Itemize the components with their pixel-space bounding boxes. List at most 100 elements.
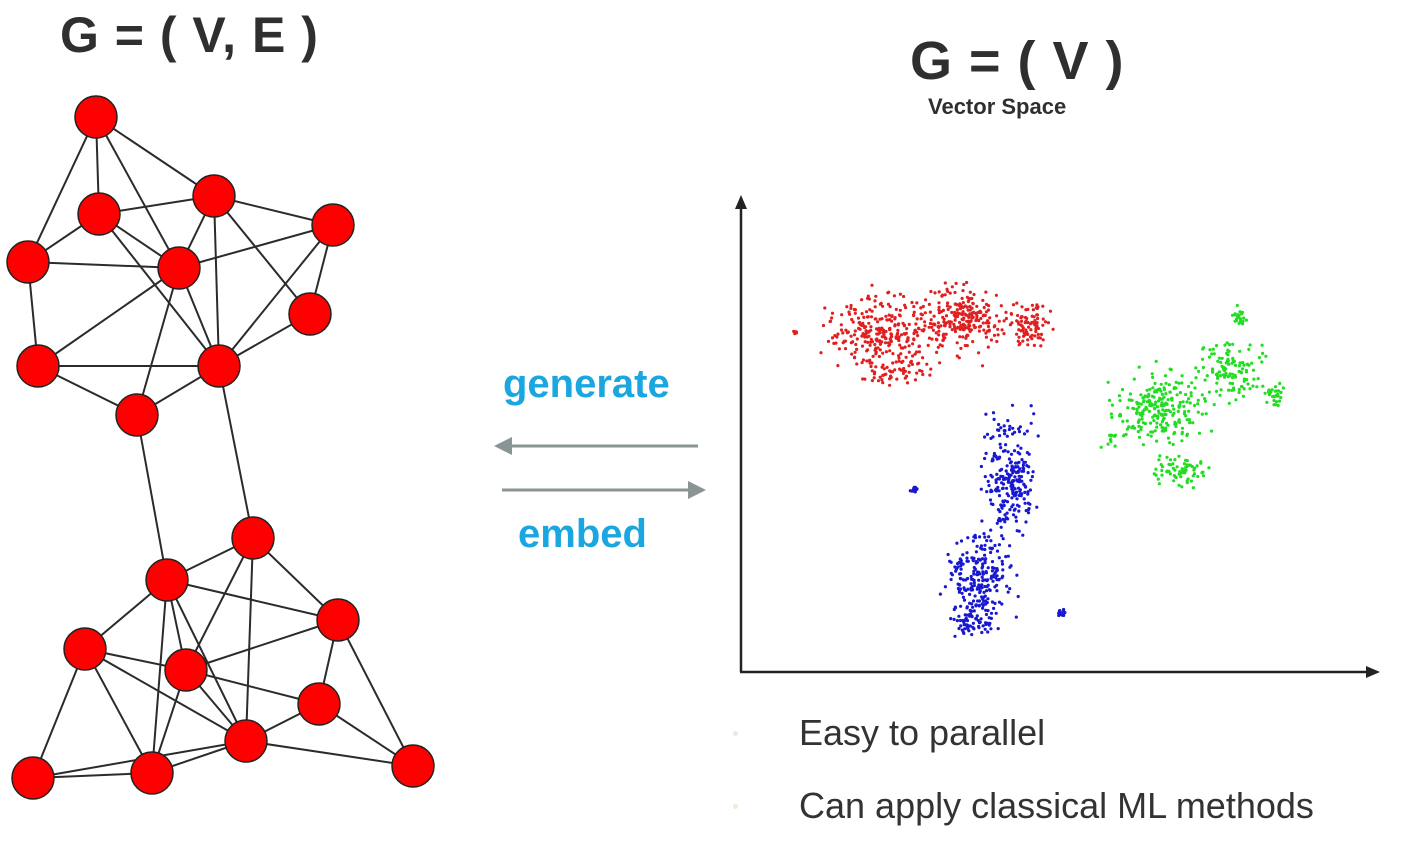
scatter-point [874, 317, 878, 321]
scatter-point [828, 319, 832, 324]
scatter-point [995, 521, 999, 525]
scatter-point [896, 323, 900, 327]
scatter-point [1036, 326, 1040, 331]
scatter-point [1160, 412, 1164, 416]
graph-edge [98, 213, 220, 367]
scatter-point [983, 627, 987, 631]
scatter-point [1158, 454, 1162, 458]
scatter-point [888, 326, 892, 330]
scatter-point [941, 315, 945, 319]
scatter-point [959, 559, 963, 563]
scatter-point [1180, 432, 1184, 436]
scatter-point [1018, 492, 1022, 497]
scatter-point [1232, 359, 1236, 364]
scatter-point [1131, 406, 1135, 410]
scatter-point [1273, 385, 1278, 389]
scatter-point [861, 377, 865, 381]
scatter-point [863, 333, 867, 337]
scatter-point [996, 508, 1001, 512]
scatter-point [1018, 452, 1022, 456]
scatter-point [962, 620, 966, 624]
scatter-point [1021, 334, 1026, 338]
scatter-point [968, 601, 972, 605]
scatter-point [919, 312, 923, 316]
scatter-point [1185, 433, 1189, 438]
scatter-point [1184, 468, 1188, 472]
scatter-point [1003, 477, 1007, 481]
scatter-point [953, 318, 957, 322]
scatter-point [963, 343, 967, 348]
scatter-point [968, 608, 972, 613]
scatter-point [955, 354, 959, 358]
scatter-point [1005, 511, 1009, 515]
scatter-point [1005, 464, 1009, 468]
scatter-point [1172, 407, 1176, 411]
scatter-point [847, 310, 851, 314]
scatter-point [1106, 442, 1110, 446]
scatter-point [1188, 401, 1192, 405]
scatter-point [1030, 333, 1034, 337]
scatter-point [1228, 372, 1232, 376]
scatter-point [1004, 476, 1008, 480]
scatter-point [1012, 494, 1017, 498]
scatter-point [874, 294, 878, 298]
scatter-point [942, 336, 946, 340]
scatter-point [1014, 490, 1019, 494]
scatter-point [873, 305, 877, 309]
scatter-point [1242, 377, 1246, 381]
scatter-point [930, 325, 934, 329]
scatter-point [971, 302, 975, 306]
scatter-point [1149, 430, 1153, 434]
scatter-point [876, 320, 880, 324]
scatter-point [948, 325, 952, 329]
scatter-point [895, 336, 899, 340]
scatter-point [821, 323, 826, 328]
scatter-point [1181, 471, 1185, 475]
scatter-point [1160, 465, 1165, 469]
scatter-point [1154, 467, 1158, 471]
scatter-point [1140, 417, 1144, 421]
scatter-point [1164, 401, 1168, 405]
scatter-point [964, 578, 968, 582]
scatter-point [870, 369, 874, 373]
scatter-point [1183, 471, 1187, 475]
scatter-point [954, 315, 958, 319]
scatter-point [935, 350, 939, 354]
scatter-point [960, 312, 964, 316]
scatter-point [905, 381, 910, 385]
scatter-point [852, 356, 857, 360]
scatter-point [950, 310, 954, 315]
scatter-point [961, 305, 965, 310]
scatter-point [975, 317, 979, 321]
bullet-text: Easy to parallel [799, 712, 1046, 753]
scatter-point [1165, 421, 1169, 425]
scatter-point [1022, 432, 1027, 436]
scatter-point [878, 328, 882, 332]
scatter-point [962, 324, 966, 328]
scatter-point [1238, 361, 1242, 365]
scatter-point [897, 338, 901, 343]
scatter-point [998, 519, 1003, 523]
scatter-point [986, 345, 990, 349]
scatter-point [1026, 471, 1030, 475]
scatter-point [997, 578, 1001, 582]
scatter-point [1187, 463, 1191, 467]
scatter-point [945, 304, 950, 308]
scatter-point [1006, 554, 1010, 558]
scatter-point [1142, 400, 1146, 404]
scatter-point [855, 362, 859, 366]
scatter-point [1026, 332, 1030, 336]
scatter-point [864, 331, 868, 336]
scatter-point [1233, 363, 1238, 367]
scatter-point [991, 579, 995, 583]
scatter-point [957, 560, 961, 564]
scatter-point [878, 340, 882, 344]
scatter-point [1187, 397, 1191, 401]
scatter-point [1003, 518, 1007, 522]
scatter-point [882, 332, 886, 336]
graph-node [145, 558, 189, 602]
y-axis [735, 195, 747, 672]
scatter-point [937, 333, 941, 337]
scatter-point [997, 518, 1001, 522]
